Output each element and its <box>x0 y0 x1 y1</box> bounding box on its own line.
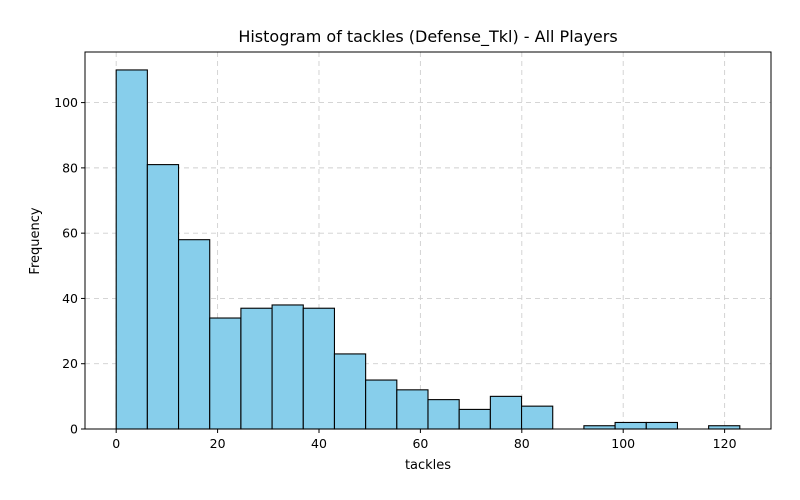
y-tick-label: 40 <box>62 291 78 306</box>
histogram-bar <box>240 307 273 430</box>
x-tick-label: 20 <box>210 436 226 451</box>
chart-title: Histogram of tackles (Defense_Tkl) - All… <box>238 27 617 47</box>
histogram-bar <box>302 307 336 430</box>
histogram-bar <box>365 379 398 430</box>
x-tick-label: 0 <box>112 436 120 451</box>
x-tick-label: 80 <box>514 436 530 451</box>
x-tick-label: 120 <box>713 436 737 451</box>
histogram-bar <box>614 421 647 430</box>
x-tick-label: 100 <box>611 436 635 451</box>
histogram-bar <box>271 304 304 430</box>
x-axis-label: tackles <box>405 458 451 473</box>
histogram-bar <box>146 164 180 430</box>
y-tick-label: 20 <box>62 356 78 371</box>
histogram-bar <box>645 421 679 430</box>
histogram-bar <box>520 405 554 430</box>
y-tick-label: 100 <box>54 95 78 110</box>
y-tick-label: 0 <box>70 422 78 437</box>
histogram-bar <box>115 69 148 430</box>
ticks-layer: 0 20 40 60 80 100 120 0 20 40 60 80 100 <box>54 95 736 451</box>
histogram-bar <box>427 399 460 430</box>
y-axis-label: Frequency <box>28 207 43 274</box>
histogram-bar <box>396 389 429 430</box>
plot-frame <box>84 51 772 430</box>
histogram-bar <box>458 408 491 430</box>
y-tick-label: 60 <box>62 226 78 241</box>
x-tick-label: 60 <box>412 436 428 451</box>
bars-layer <box>115 69 741 430</box>
x-tick-label: 40 <box>311 436 327 451</box>
histogram-bar <box>489 395 523 430</box>
histogram-bar <box>333 353 367 430</box>
histogram-bar <box>177 239 211 430</box>
histogram-bar <box>209 317 242 430</box>
y-tick-label: 80 <box>62 160 78 175</box>
